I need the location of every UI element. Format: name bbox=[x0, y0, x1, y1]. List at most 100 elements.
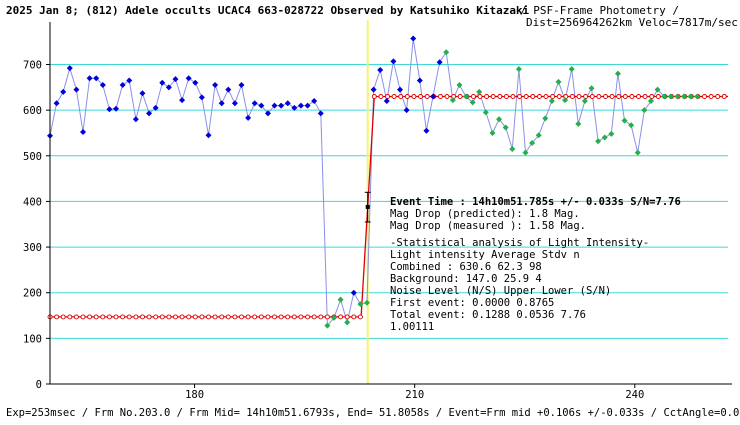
data-point-post bbox=[542, 115, 549, 122]
data-point-pre bbox=[317, 110, 324, 117]
data-point-dip bbox=[330, 314, 337, 321]
axes bbox=[46, 22, 732, 388]
data-point-pre bbox=[304, 102, 311, 109]
fit-marker-combined bbox=[629, 94, 635, 99]
data-point-pre bbox=[73, 86, 80, 93]
data-point-post bbox=[614, 70, 621, 77]
fit-marker-background bbox=[140, 314, 145, 320]
fit-marker-background bbox=[272, 314, 277, 320]
y-tick-label-600: 600 bbox=[23, 105, 42, 117]
separator: / bbox=[520, 4, 533, 17]
data-point-post bbox=[667, 93, 674, 100]
fit-marker-background bbox=[113, 314, 119, 320]
data-point-pre bbox=[86, 75, 93, 82]
data-point-pre bbox=[251, 100, 258, 107]
data-point-pre bbox=[311, 98, 318, 105]
fit-marker-combined bbox=[596, 94, 602, 99]
fit-marker-combined bbox=[550, 94, 556, 99]
data-point-pre bbox=[119, 82, 126, 89]
fit-marker-background bbox=[126, 314, 132, 320]
fit-marker-combined bbox=[609, 94, 615, 99]
data-point-post bbox=[608, 130, 615, 137]
fit-marker-background bbox=[179, 314, 185, 320]
data-point-post bbox=[469, 99, 476, 106]
fit-marker-combined bbox=[649, 94, 655, 99]
data-point-pre bbox=[53, 100, 60, 107]
fit-marker-combined bbox=[616, 94, 622, 99]
data-point-post bbox=[674, 93, 681, 100]
data-point-pre bbox=[172, 76, 179, 83]
method-text: PSF-Frame Photometry / bbox=[533, 4, 679, 17]
fit-marker-background bbox=[258, 314, 264, 320]
data-point-pre bbox=[271, 102, 278, 109]
fit-marker-background bbox=[153, 314, 159, 320]
fit-model-layer bbox=[47, 94, 728, 320]
fit-marker-combined bbox=[583, 94, 589, 99]
y-tick-label-700: 700 bbox=[23, 60, 42, 72]
error-bar-center bbox=[365, 204, 370, 209]
fit-marker-background bbox=[298, 314, 304, 320]
data-point-pre bbox=[284, 100, 291, 107]
fit-marker-background bbox=[100, 314, 106, 320]
fit-marker-background bbox=[166, 314, 172, 320]
fit-marker-background bbox=[133, 314, 139, 320]
fit-marker-background bbox=[106, 314, 112, 320]
data-point-post bbox=[601, 134, 608, 141]
fit-marker-combined bbox=[556, 94, 562, 99]
data-point-pre bbox=[218, 100, 225, 107]
y-tick-label-500: 500 bbox=[23, 151, 42, 163]
data-point-pre bbox=[126, 77, 133, 84]
fit-marker-combined bbox=[418, 94, 424, 99]
fit-marker-combined bbox=[715, 94, 721, 99]
fit-marker-combined bbox=[536, 94, 542, 99]
y-tick-label-400: 400 bbox=[23, 196, 42, 208]
data-point-pre bbox=[99, 82, 106, 89]
fit-marker-background bbox=[318, 314, 324, 320]
fit-marker-combined bbox=[404, 94, 410, 99]
dist-veloc-text: Dist=256964262km Veloc=7817m/sec bbox=[526, 16, 738, 29]
data-point-post bbox=[621, 117, 628, 124]
y-tick-label-0: 0 bbox=[36, 379, 42, 391]
data-point-post bbox=[641, 107, 648, 114]
fit-marker-combined bbox=[444, 94, 450, 99]
fit-marker-background bbox=[265, 314, 271, 320]
fit-marker-combined bbox=[622, 94, 628, 99]
observation-title: 2025 Jan 8; (812) Adele occults UCAC4 66… bbox=[6, 4, 530, 17]
data-point-post bbox=[568, 66, 575, 73]
fit-marker-background bbox=[67, 314, 73, 320]
fit-marker-combined bbox=[484, 94, 490, 99]
data-point-pre bbox=[132, 116, 139, 123]
data-point-pre bbox=[264, 110, 271, 117]
data-point-post bbox=[456, 82, 463, 89]
data-point-pre bbox=[80, 129, 87, 136]
data-point-dip bbox=[337, 296, 344, 303]
fit-marker-background bbox=[60, 314, 66, 320]
data-point-dip bbox=[324, 322, 331, 329]
data-point-pre bbox=[205, 132, 212, 139]
fit-marker-background bbox=[80, 314, 86, 320]
data-point-dip bbox=[363, 299, 370, 306]
data-point-post bbox=[661, 93, 668, 100]
mag-drop-measured-text: Mag Drop (measured ): 1.58 Mag. bbox=[390, 220, 586, 232]
data-point-post bbox=[548, 98, 555, 105]
fit-marker-background bbox=[93, 314, 99, 320]
data-point-post bbox=[403, 107, 410, 114]
data-point-pre bbox=[146, 110, 153, 117]
fit-marker-background bbox=[73, 314, 79, 320]
fit-marker-background bbox=[239, 314, 244, 320]
data-point-pre bbox=[113, 105, 120, 112]
fit-marker-combined bbox=[603, 94, 608, 99]
fit-marker-background bbox=[252, 314, 258, 320]
data-point-post bbox=[588, 85, 595, 92]
fit-marker-background bbox=[351, 314, 357, 320]
data-point-dip bbox=[350, 289, 357, 296]
data-point-post bbox=[628, 122, 635, 129]
method-label: / PSF-Frame Photometry / bbox=[520, 4, 679, 17]
stats-title-text: -Statistical analysis of Light Intensity… bbox=[390, 237, 649, 249]
fit-marker-combined bbox=[642, 94, 648, 99]
fit-marker-combined bbox=[523, 94, 529, 99]
fit-marker-background bbox=[120, 314, 126, 320]
fit-marker-background bbox=[146, 314, 152, 320]
fit-marker-background bbox=[206, 314, 211, 320]
fit-marker-combined bbox=[437, 94, 443, 99]
